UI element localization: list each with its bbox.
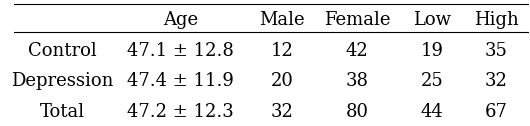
Text: High: High xyxy=(474,11,519,29)
Text: 44: 44 xyxy=(421,103,444,121)
Text: Age: Age xyxy=(163,11,198,29)
Text: Low: Low xyxy=(413,11,451,29)
Text: 20: 20 xyxy=(271,72,294,90)
Text: 67: 67 xyxy=(485,103,508,121)
Text: 35: 35 xyxy=(485,42,508,60)
Text: Control: Control xyxy=(28,42,96,60)
Text: 38: 38 xyxy=(346,72,368,90)
Text: 42: 42 xyxy=(346,42,368,60)
Text: 19: 19 xyxy=(421,42,444,60)
Text: Depression: Depression xyxy=(11,72,113,90)
Text: Male: Male xyxy=(259,11,305,29)
Text: Female: Female xyxy=(324,11,391,29)
Text: 47.1 ± 12.8: 47.1 ± 12.8 xyxy=(127,42,234,60)
Text: 47.2 ± 12.3: 47.2 ± 12.3 xyxy=(127,103,234,121)
Text: 32: 32 xyxy=(271,103,294,121)
Text: 32: 32 xyxy=(485,72,508,90)
Text: Total: Total xyxy=(40,103,85,121)
Text: 47.4 ± 11.9: 47.4 ± 11.9 xyxy=(127,72,234,90)
Text: 25: 25 xyxy=(421,72,444,90)
Text: 12: 12 xyxy=(271,42,294,60)
Text: 80: 80 xyxy=(346,103,368,121)
